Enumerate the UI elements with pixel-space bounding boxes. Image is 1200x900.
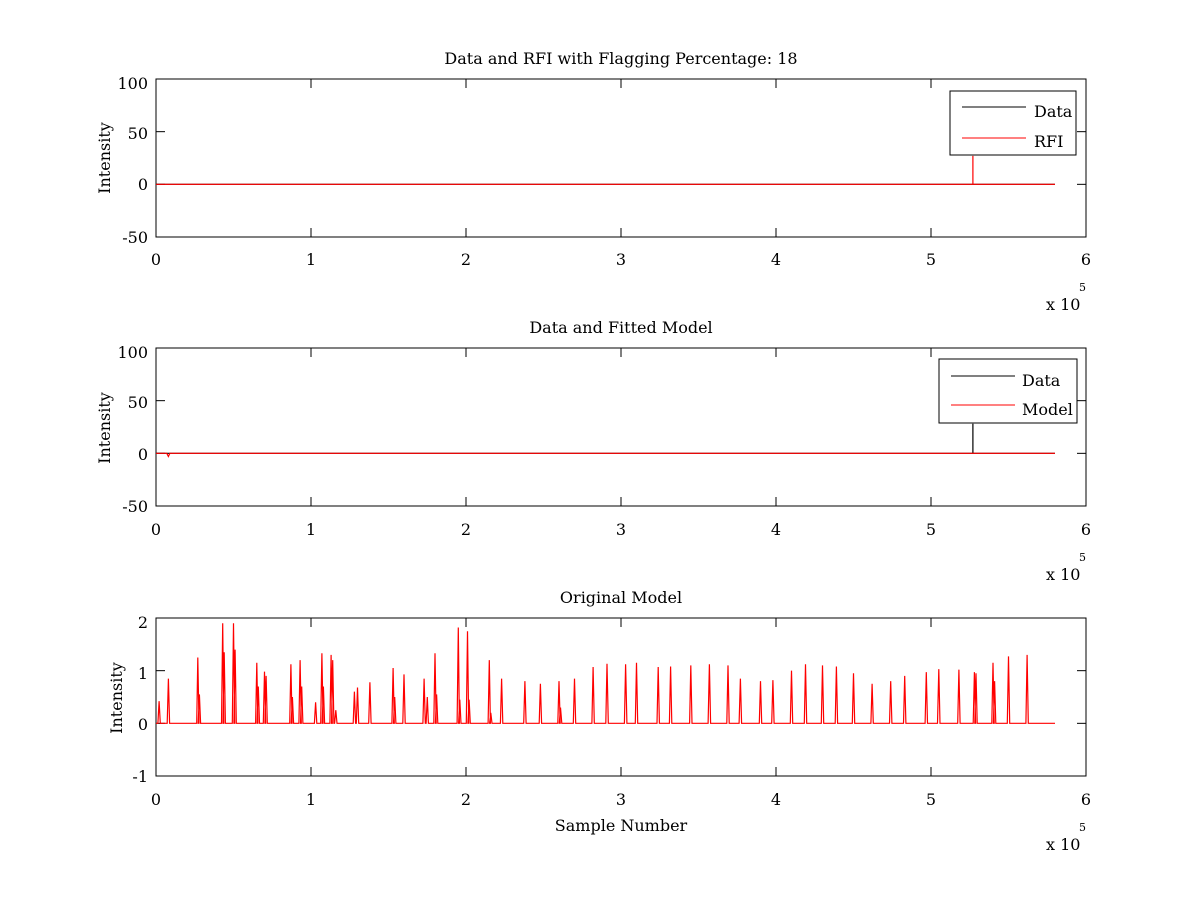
subplot-2-ytick: 100 bbox=[117, 343, 148, 362]
series-line-model bbox=[156, 623, 1055, 724]
subplot-1-series bbox=[156, 155, 1055, 185]
subplot-2-xtick: 3 bbox=[616, 520, 626, 539]
subplot-3-xtick: 6 bbox=[1081, 790, 1091, 809]
subplot-1-axes-box bbox=[155, 78, 1087, 238]
subplot-2-x-multiplier: x 10 bbox=[1046, 565, 1080, 584]
subplot-2-ticks bbox=[155, 347, 1087, 507]
subplot-2-xtick: 1 bbox=[306, 520, 316, 539]
subplot-1-xtick: 0 bbox=[151, 250, 161, 269]
subplot-3-xtick: 5 bbox=[926, 790, 936, 809]
subplot-1-title: Data and RFI with Flagging Percentage: 1… bbox=[444, 49, 797, 68]
subplot-2-x-exponent: 5 bbox=[1079, 551, 1086, 564]
subplot-3-ylabel: Intensity bbox=[107, 662, 126, 734]
legend-label-rfi: RFI bbox=[1034, 132, 1063, 151]
subplot-2-ylabel: Intensity bbox=[95, 392, 114, 464]
subplot-1-xtick: 1 bbox=[306, 250, 316, 269]
subplot-1-xtick: 6 bbox=[1081, 250, 1091, 269]
legend-label-model: Model bbox=[1022, 400, 1073, 419]
subplot-1-ytick: -50 bbox=[122, 228, 148, 247]
subplot-1-ticks bbox=[155, 78, 1087, 238]
subplot-1-xtick: 5 bbox=[926, 250, 936, 269]
subplot-3-ytick: -1 bbox=[132, 767, 148, 786]
subplot-1-x-exponent: 5 bbox=[1079, 281, 1086, 294]
subplot-1: Data and RFI with Flagging Percentage: 1… bbox=[95, 49, 1091, 314]
series-line-model bbox=[156, 452, 1055, 458]
subplot-2-legend: Data Model bbox=[938, 358, 1078, 424]
subplot-3-xtick: 4 bbox=[771, 790, 781, 809]
subplot-1-xtick: 4 bbox=[771, 250, 781, 269]
subplot-2-xtick: 5 bbox=[926, 520, 936, 539]
subplot-1-ylabel: Intensity bbox=[95, 122, 114, 194]
subplot-1-xtick: 3 bbox=[616, 250, 626, 269]
subplot-3-axes-box bbox=[155, 617, 1087, 777]
subplot-3-title: Original Model bbox=[560, 588, 682, 607]
subplot-1-x-multiplier: x 10 bbox=[1046, 295, 1080, 314]
subplot-2-ytick: 0 bbox=[138, 445, 148, 464]
subplot-3-xlabel: Sample Number bbox=[555, 816, 688, 835]
subplot-3-series bbox=[156, 623, 1055, 724]
legend-label-data: Data bbox=[1034, 102, 1073, 121]
subplot-2-ytick: 50 bbox=[128, 393, 148, 412]
subplot-1-legend: Data RFI bbox=[949, 90, 1077, 156]
subplot-2-xtick: 4 bbox=[771, 520, 781, 539]
subplot-3: Original Model 2 1 0 -1 0 1 2 3 4 5 6 In… bbox=[107, 588, 1091, 854]
subplot-1-xtick: 2 bbox=[461, 250, 471, 269]
subplot-3-ytick: 0 bbox=[138, 715, 148, 734]
subplot-2-xtick: 2 bbox=[461, 520, 471, 539]
legend-label-data: Data bbox=[1022, 371, 1061, 390]
subplot-3-x-exponent: 5 bbox=[1079, 821, 1086, 834]
series-line-rfi bbox=[156, 155, 1055, 185]
subplot-1-ytick: 50 bbox=[128, 124, 148, 143]
subplot-1-ytick: 0 bbox=[138, 175, 148, 194]
subplot-3-ytick: 1 bbox=[138, 664, 148, 683]
subplot-2-title: Data and Fitted Model bbox=[529, 318, 712, 337]
subplot-3-ytick: 2 bbox=[138, 613, 148, 632]
subplot-3-xtick: 1 bbox=[306, 790, 316, 809]
subplot-3-xtick: 2 bbox=[461, 790, 471, 809]
subplot-2-series bbox=[156, 423, 1055, 458]
subplot-3-x-multiplier: x 10 bbox=[1046, 835, 1080, 854]
subplot-2-xtick: 0 bbox=[151, 520, 161, 539]
subplot-3-xtick: 0 bbox=[151, 790, 161, 809]
subplot-2-axes-box bbox=[155, 347, 1087, 507]
subplot-2-ytick: -50 bbox=[122, 497, 148, 516]
legend-box bbox=[938, 358, 1078, 424]
subplot-3-xtick: 3 bbox=[616, 790, 626, 809]
legend-box bbox=[949, 90, 1077, 156]
subplot-2-xtick: 6 bbox=[1081, 520, 1091, 539]
subplot-2: Data and Fitted Model 100 50 0 -50 0 1 2… bbox=[95, 318, 1091, 584]
subplot-1-ytick: 100 bbox=[117, 74, 148, 93]
